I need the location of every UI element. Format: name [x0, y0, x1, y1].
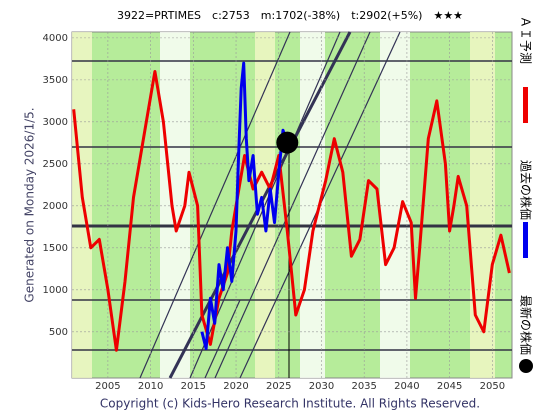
x-tick-label: 2050 [480, 381, 505, 392]
legend-swatch [523, 87, 528, 123]
y-tick-label: 1500 [43, 243, 68, 254]
x-tick-label: 2035 [351, 381, 376, 392]
series-line [200, 61, 289, 351]
x-tick-label: 2015 [181, 381, 206, 392]
y-tick-label: 4000 [43, 33, 68, 44]
x-tick-label: 2030 [309, 381, 334, 392]
y-tick-label: 3000 [43, 117, 68, 128]
latest-price [276, 131, 299, 154]
footer: Copyright (c) Kids-Hero Research Institu… [100, 397, 480, 411]
legend-swatch [523, 222, 528, 258]
chart-title: 3922=PRTIMES c:2753 m:1702(-38%) t:2902(… [117, 9, 463, 22]
x-tick-label: 2020 [223, 381, 248, 392]
y-tick-label: 2500 [43, 159, 68, 170]
y-tick-label: 1000 [43, 285, 68, 296]
x-tick-label: 2045 [437, 381, 462, 392]
x-tick-label: 2010 [138, 381, 163, 392]
legend-swatch [519, 359, 533, 373]
series-line [72, 70, 511, 352]
x-tick-label: 2040 [394, 381, 419, 392]
y-tick-label: 2000 [43, 201, 68, 212]
side-note: Generated on Monday 2026/1/5. [23, 107, 37, 302]
y-tick-label: 500 [49, 327, 68, 338]
x-tick-label: 2025 [266, 381, 291, 392]
legend-label: ＡＩ予測 [519, 16, 533, 64]
x-tick-label: 2005 [95, 381, 120, 392]
legend-label: 過去の株価 [519, 160, 534, 220]
y-tick-label: 3500 [43, 75, 68, 86]
background-bands [72, 32, 495, 378]
legend-label: 最新の株価 [519, 295, 534, 355]
